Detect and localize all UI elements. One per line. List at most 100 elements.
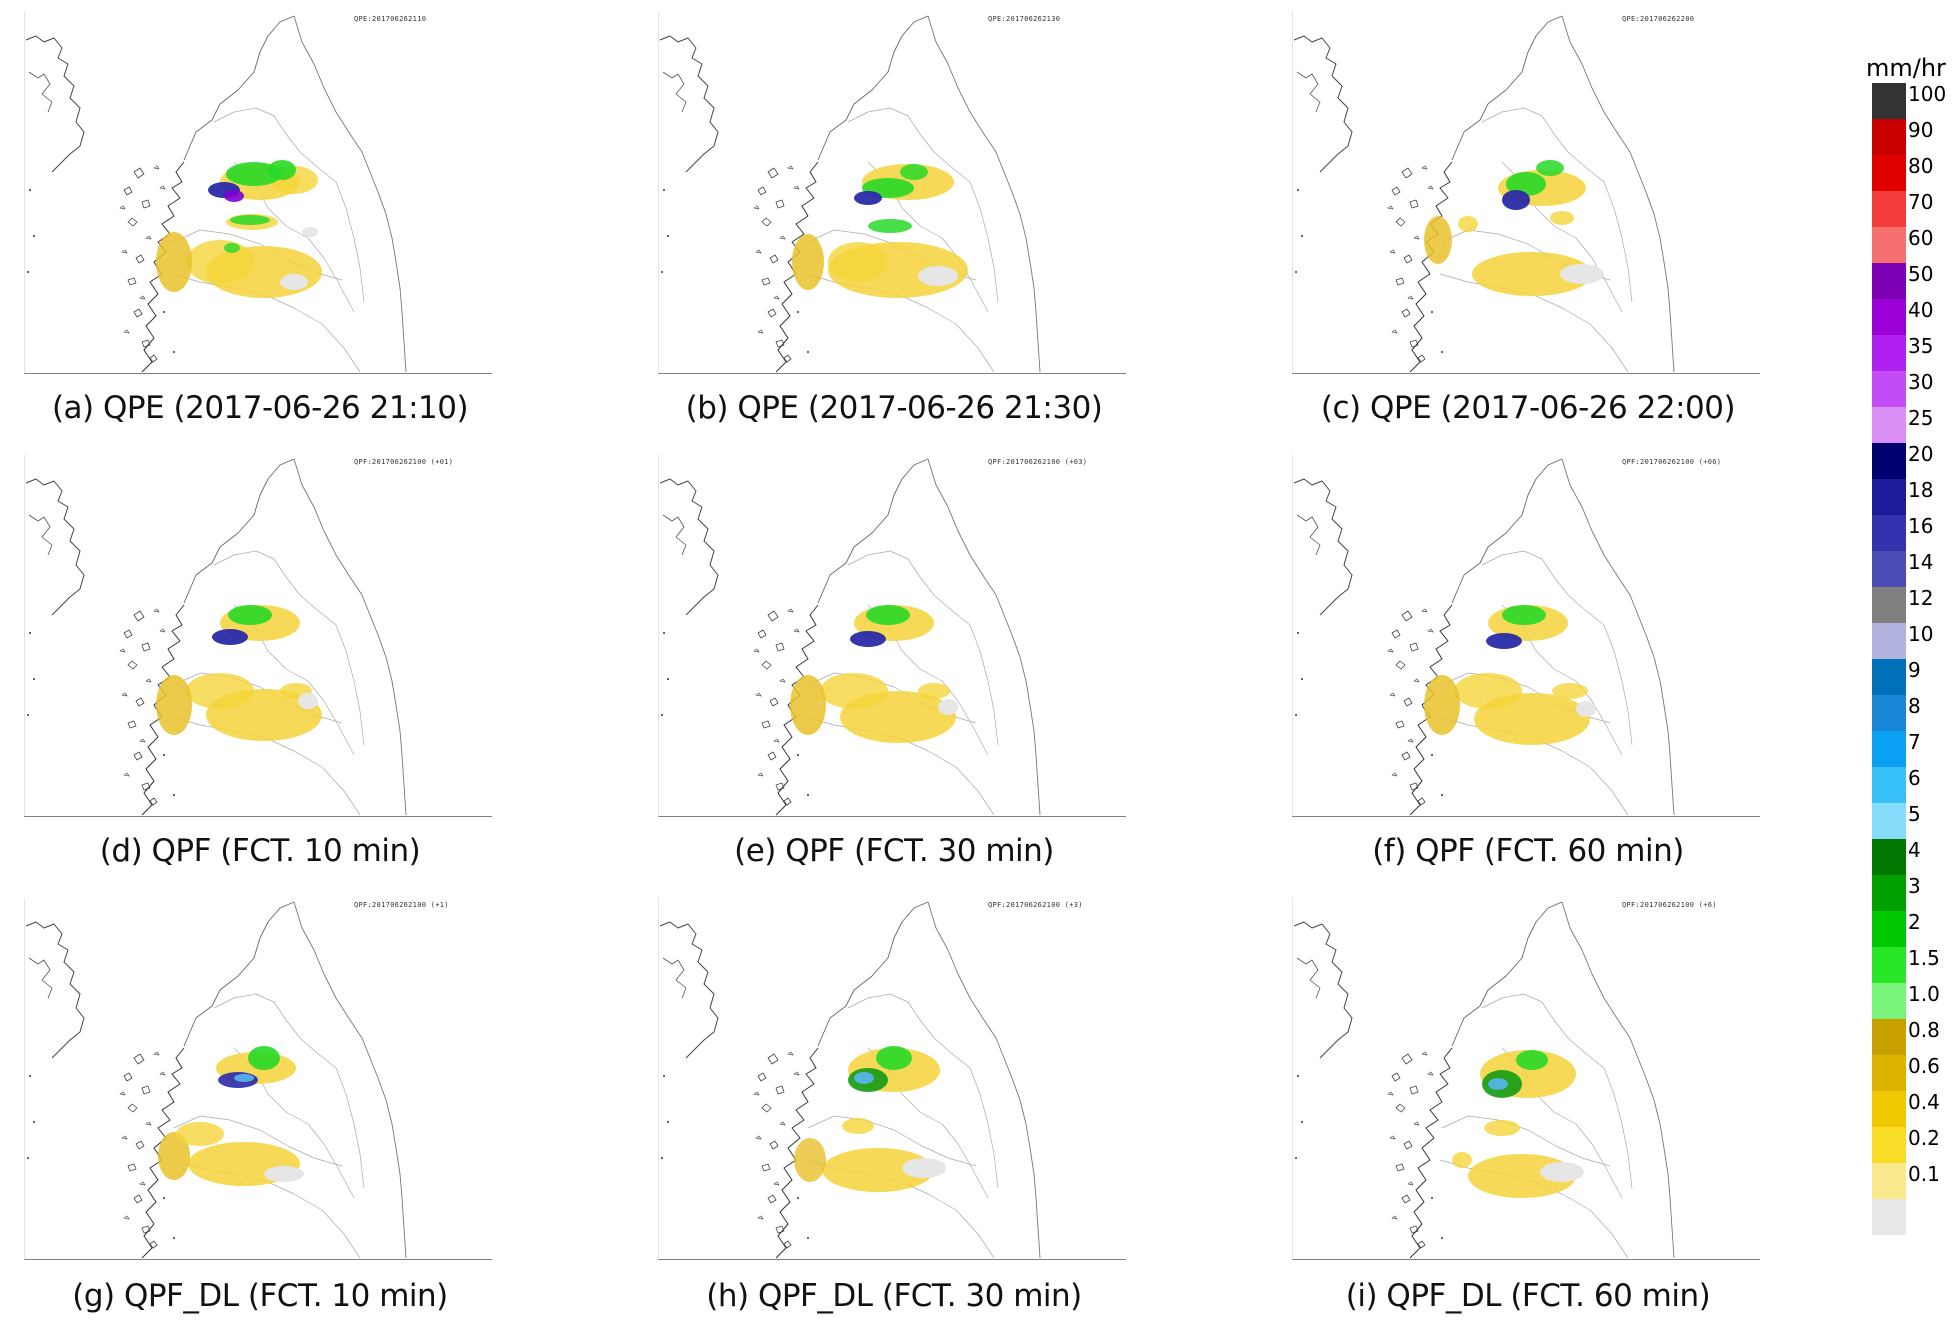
legend-label: 80 (1908, 154, 1934, 178)
legend-swatch (1872, 875, 1906, 911)
precip-cell (1576, 701, 1596, 717)
precip-cell (156, 232, 192, 292)
legend-swatch (1872, 1091, 1906, 1127)
timestamp-f: QPF:201706262100 (+06) (1622, 458, 1722, 466)
precip-cell (1516, 1050, 1548, 1070)
legend-swatch (1872, 191, 1906, 227)
legend-swatch (1872, 443, 1906, 479)
precip-cell (228, 605, 272, 625)
map-h (658, 898, 1127, 1260)
precip-cell (902, 1158, 946, 1178)
legend-swatch (1872, 947, 1906, 983)
precip-d (156, 605, 322, 741)
precip-cell (1536, 160, 1564, 176)
precip-cell (918, 266, 958, 286)
precip-cell (1472, 252, 1592, 296)
timestamp-g: QPF:201706262100 (+1) (354, 901, 449, 909)
legend-label: 25 (1908, 406, 1934, 430)
legend-swatch (1872, 551, 1906, 587)
map-c (1292, 12, 1761, 374)
legend-label: 5 (1908, 802, 1921, 826)
legend-label: 50 (1908, 262, 1934, 286)
map-b (658, 12, 1127, 374)
precip-cell (850, 631, 886, 647)
legend-label: 30 (1908, 370, 1934, 394)
precip-cell (900, 164, 928, 180)
legend-swatch (1872, 263, 1906, 299)
legend-swatch (1872, 623, 1906, 659)
legend-label: 0.2 (1908, 1126, 1940, 1150)
precip-cell (268, 160, 296, 180)
precip-cell (1540, 1162, 1584, 1182)
legend-swatch (1872, 335, 1906, 371)
precip-cell (1502, 605, 1546, 625)
legend-label: 100 (1908, 82, 1947, 106)
timestamp-c: QPE:201706262200 (1622, 15, 1695, 23)
panel-c: QPE:201706262200 (1292, 12, 1762, 374)
caption-h: (h) QPF_DL (FCT. 30 min) (706, 1278, 1082, 1314)
precip-cell (264, 1166, 304, 1182)
legend-swatch (1872, 839, 1906, 875)
timestamp-i: QPF:201706262100 (+6) (1622, 901, 1717, 909)
map-e (658, 455, 1127, 817)
caption-d: (d) QPF (FCT. 10 min) (99, 833, 421, 869)
legend-label: 9 (1908, 658, 1921, 682)
timestamp-e: QPF:201706262100 (+03) (988, 458, 1088, 466)
legend-label: 0.4 (1908, 1090, 1940, 1114)
legend-swatch (1872, 1163, 1906, 1199)
colorbar-legend: mm/hr 100 90 80 70 60 50 40 35 30 25 20 18 16 14 12 10 9… (1860, 50, 1959, 1250)
legend-swatch (1872, 1019, 1906, 1055)
precip-cell (1550, 211, 1574, 225)
legend-label: 70 (1908, 190, 1934, 214)
panel-d: QPF:201706262100 (+01) (24, 455, 494, 817)
panel-i: QPF:201706262100 (+6) (1292, 898, 1762, 1260)
legend-label: 12 (1908, 586, 1934, 610)
precip-cell (1458, 216, 1478, 232)
legend-swatch (1872, 767, 1906, 803)
precip-cell (212, 629, 248, 645)
legend-swatch (1872, 803, 1906, 839)
legend-swatch (1872, 119, 1906, 155)
precip-cell (248, 1046, 280, 1070)
precip-cell (224, 243, 240, 253)
precip-cell (1488, 1078, 1508, 1090)
panel-a: QPE:201706262110 (24, 12, 494, 374)
precip-cell (156, 675, 192, 735)
panel-g: QPF:201706262100 (+1) (24, 898, 494, 1260)
precip-cell (790, 675, 826, 735)
precip-b (792, 164, 968, 298)
precip-cell (1502, 190, 1530, 210)
precip-cell (938, 699, 958, 715)
legend-label: 90 (1908, 118, 1934, 142)
legend-label: 60 (1908, 226, 1934, 250)
panel-h: QPF:201706262100 (+3) (658, 898, 1128, 1260)
legend-title: mm/hr (1866, 54, 1946, 82)
legend-label: 0.6 (1908, 1054, 1940, 1078)
map-d (24, 455, 493, 817)
legend-label: 1.5 (1908, 946, 1940, 970)
precip-cell (158, 1132, 190, 1180)
precip-e (790, 605, 958, 743)
precip-cell (794, 1138, 826, 1182)
precip-cell (822, 1148, 934, 1192)
precip-cell (226, 162, 282, 186)
legend-swatch (1872, 587, 1906, 623)
legend-swatch (1872, 515, 1906, 551)
legend-swatch (1872, 479, 1906, 515)
precip-cell (1454, 673, 1522, 709)
map-f (1292, 455, 1761, 817)
panel-f: QPF:201706262100 (+06) (1292, 455, 1762, 817)
legend-swatch (1872, 911, 1906, 947)
precip-cell (1552, 683, 1588, 699)
precip-g (158, 1046, 304, 1186)
precip-cell (876, 1046, 912, 1070)
legend-swatch (1872, 731, 1906, 767)
precip-f (1424, 605, 1596, 745)
precip-cell (792, 234, 824, 290)
legend-swatch (1872, 155, 1906, 191)
map-i (1292, 898, 1761, 1260)
legend-label: 1.0 (1908, 982, 1940, 1006)
timestamp-d: QPF:201706262100 (+01) (354, 458, 454, 466)
precip-cell (230, 215, 270, 225)
legend-label: 10 (1908, 622, 1934, 646)
